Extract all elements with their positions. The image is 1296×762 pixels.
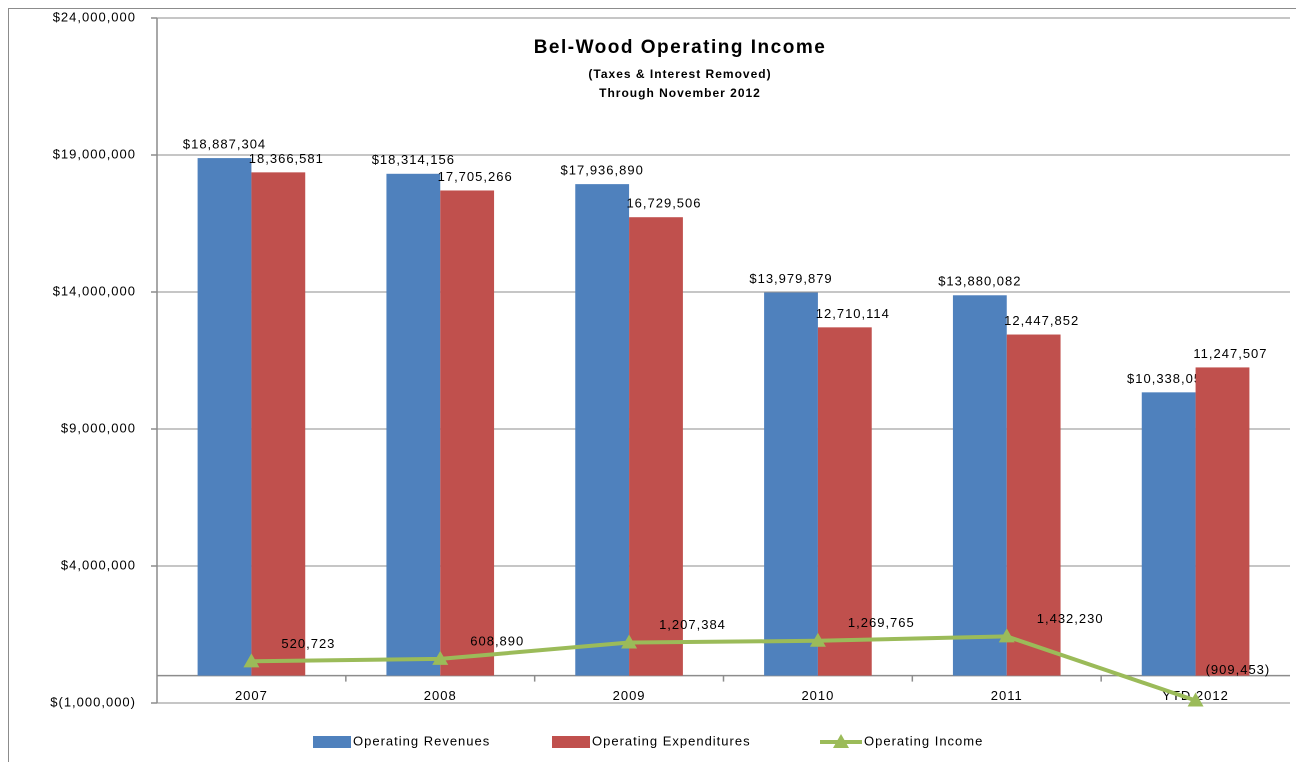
legend-label: Operating Expenditures (592, 733, 751, 748)
y-tick-label: $19,000,000 (53, 146, 136, 161)
data-label: (909,453) (1206, 662, 1271, 677)
legend-swatch (833, 734, 849, 748)
bar (386, 173, 441, 676)
data-label: 1,207,384 (659, 617, 726, 632)
bar (1141, 392, 1196, 676)
line-marker (809, 632, 826, 647)
chart-frame (8, 8, 1296, 762)
data-label: 12,447,852 (1004, 313, 1079, 328)
data-label: $18,887,304 (183, 137, 266, 152)
data-label: 12,710,114 (816, 306, 890, 321)
bar (817, 327, 872, 676)
x-tick-label: 2007 (235, 688, 268, 703)
line-marker (1187, 692, 1204, 707)
bar (1006, 334, 1061, 676)
y-tick-label: $14,000,000 (53, 283, 136, 298)
x-tick-label: 2008 (424, 688, 457, 703)
y-tick-label: $(1,000,000) (50, 694, 136, 709)
data-label: 17,705,266 (438, 169, 513, 184)
y-tick-label: $4,000,000 (61, 557, 136, 572)
bar (629, 217, 683, 676)
data-label: $18,314,156 (372, 152, 455, 167)
data-label: 1,432,230 (1037, 611, 1104, 626)
data-label: $10,338,054 (1127, 371, 1210, 386)
line (251, 634, 1197, 703)
data-label: $17,936,890 (561, 163, 644, 178)
bar (575, 184, 630, 676)
data-label: 18,366,581 (249, 151, 324, 166)
line-marker (998, 628, 1015, 643)
legend-swatch (313, 736, 351, 748)
data-label: 608,890 (470, 633, 524, 648)
bar (251, 172, 306, 676)
bar (952, 295, 1007, 676)
line-marker (432, 650, 449, 665)
bar (764, 292, 818, 676)
y-tick-label: $9,000,000 (61, 420, 136, 435)
data-label: 11,247,507 (1193, 346, 1267, 361)
x-tick-label: 2010 (801, 688, 834, 703)
legend-label: Operating Income (864, 733, 983, 748)
x-tick-label: 2009 (613, 688, 646, 703)
y-tick-label: $24,000,000 (53, 9, 136, 24)
data-label: $13,979,879 (749, 271, 832, 286)
bar (1195, 367, 1250, 676)
data-label: 520,723 (281, 636, 335, 651)
chart-subtitle: Through November 2012 (599, 86, 761, 100)
data-label: 16,729,506 (626, 196, 701, 211)
legend-label: Operating Revenues (353, 733, 490, 748)
x-tick-label: 2011 (991, 688, 1023, 703)
chart-subtitle: (Taxes & Interest Removed) (588, 67, 771, 81)
data-label: 1,269,765 (848, 615, 915, 630)
chart-title: Bel-Wood Operating Income (534, 37, 827, 58)
data-label: $13,880,082 (938, 274, 1021, 289)
bar (197, 158, 252, 676)
line-marker (243, 653, 260, 668)
bar (440, 190, 495, 676)
legend-swatch (552, 736, 590, 748)
line-marker (621, 634, 638, 649)
